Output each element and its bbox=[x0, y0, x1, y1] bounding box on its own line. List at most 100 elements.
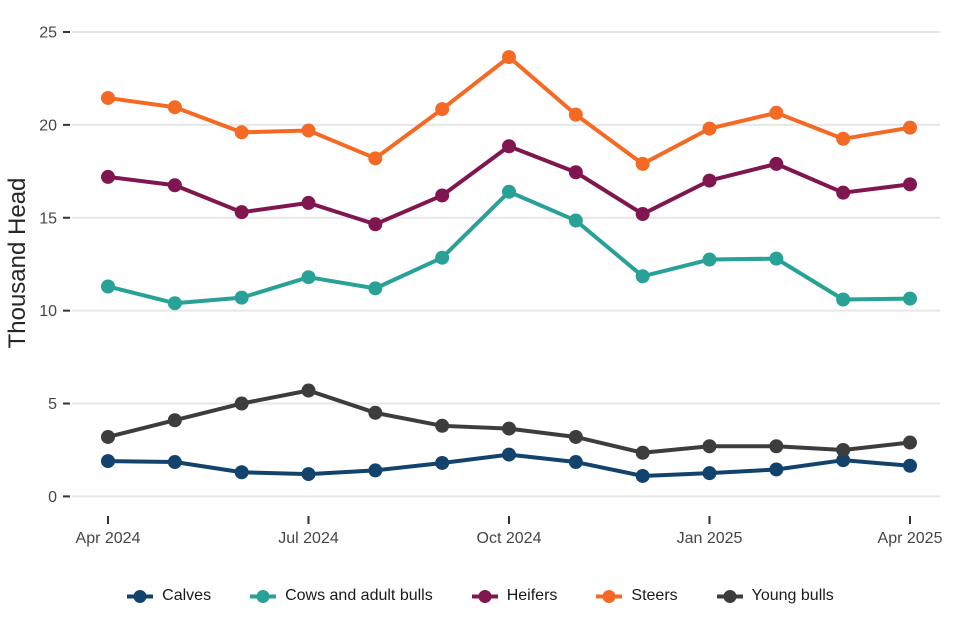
data-point-young-bulls bbox=[101, 429, 115, 444]
data-point-cows-and-adult-bulls bbox=[301, 270, 316, 285]
data-point-calves bbox=[435, 455, 450, 470]
legend-item-cows-and-adult-bulls: Cows and adult bulls bbox=[249, 587, 433, 605]
data-point-cows-and-adult-bulls bbox=[435, 250, 450, 265]
data-point-calves bbox=[635, 468, 650, 483]
data-point-heifers bbox=[167, 178, 182, 193]
data-point-young-bulls bbox=[635, 445, 650, 460]
data-point-young-bulls bbox=[301, 383, 316, 398]
legend-item-calves: Calves bbox=[126, 587, 211, 605]
legend-item-young-bulls: Young bulls bbox=[716, 587, 834, 605]
y-tick-label: 15 bbox=[39, 210, 57, 227]
data-point-calves bbox=[903, 458, 917, 473]
x-tick-label: Apr 2024 bbox=[76, 530, 141, 547]
data-point-calves bbox=[502, 447, 516, 462]
y-tick-label: 0 bbox=[48, 489, 57, 506]
legend-key-point bbox=[602, 589, 616, 603]
legend-key-point bbox=[256, 589, 270, 603]
data-point-cows-and-adult-bulls bbox=[101, 279, 115, 294]
data-point-heifers bbox=[635, 207, 650, 222]
data-point-young-bulls bbox=[769, 439, 784, 454]
data-point-heifers bbox=[234, 205, 249, 220]
data-point-cows-and-adult-bulls bbox=[635, 269, 650, 284]
data-point-steers bbox=[101, 90, 115, 105]
legend-key-point bbox=[478, 589, 492, 603]
data-point-heifers bbox=[903, 177, 917, 192]
data-point-young-bulls bbox=[435, 418, 450, 433]
data-point-steers bbox=[301, 123, 316, 138]
data-point-calves bbox=[769, 462, 784, 477]
data-point-cows-and-adult-bulls bbox=[167, 296, 182, 311]
data-point-cows-and-adult-bulls bbox=[234, 290, 249, 305]
data-point-heifers bbox=[702, 173, 717, 188]
legend-item-steers: Steers bbox=[595, 587, 678, 605]
legend-key-icon bbox=[127, 589, 154, 603]
legend-label: Young bulls bbox=[751, 587, 834, 604]
data-point-young-bulls bbox=[836, 442, 851, 457]
legend-key-icon bbox=[596, 589, 623, 603]
data-point-heifers bbox=[769, 156, 784, 171]
data-point-steers bbox=[903, 120, 917, 135]
data-point-young-bulls bbox=[903, 435, 917, 450]
legend-label: Steers bbox=[631, 587, 678, 604]
chart-plot-area: 0 5 10 15 20 25 Apr 2024 Jul 2024 Oct 2024 Jan 20… bbox=[39, 25, 942, 548]
data-point-steers bbox=[502, 50, 516, 65]
data-point-steers bbox=[836, 131, 851, 146]
data-point-steers bbox=[435, 102, 450, 117]
y-tick-label: 5 bbox=[48, 396, 57, 413]
chart-legend: Calves Cows and adult bulls Heifers Steers Y… bbox=[0, 587, 960, 605]
data-point-cows-and-adult-bulls bbox=[568, 213, 583, 228]
data-point-calves bbox=[568, 455, 583, 470]
data-point-cows-and-adult-bulls bbox=[502, 184, 516, 199]
data-point-cows-and-adult-bulls bbox=[702, 252, 717, 267]
legend-key-icon bbox=[250, 589, 277, 603]
data-point-cows-and-adult-bulls bbox=[836, 292, 851, 307]
data-point-calves bbox=[301, 467, 316, 482]
data-point-heifers bbox=[836, 185, 851, 200]
data-point-heifers bbox=[301, 195, 316, 210]
legend-key-point bbox=[723, 589, 737, 603]
data-point-heifers bbox=[368, 217, 383, 232]
data-point-young-bulls bbox=[368, 405, 383, 420]
line-chart: 0 5 10 15 20 25 Apr 2024 Jul 2024 Oct 2024 Jan 20… bbox=[4, 25, 943, 548]
y-tick-label: 10 bbox=[39, 303, 57, 320]
data-point-steers bbox=[368, 151, 383, 166]
data-point-steers bbox=[769, 105, 784, 120]
data-point-heifers bbox=[435, 188, 450, 203]
data-point-young-bulls bbox=[234, 396, 249, 411]
data-point-calves bbox=[101, 454, 115, 469]
y-axis-title: Thousand Head bbox=[4, 178, 31, 349]
data-point-cows-and-adult-bulls bbox=[769, 251, 784, 266]
x-tick-label: Jul 2024 bbox=[278, 530, 339, 547]
data-point-young-bulls bbox=[167, 413, 182, 428]
data-point-young-bulls bbox=[702, 439, 717, 454]
data-point-young-bulls bbox=[502, 421, 516, 436]
legend-label: Heifers bbox=[506, 587, 558, 604]
data-point-steers bbox=[702, 121, 717, 136]
data-point-heifers bbox=[502, 139, 516, 154]
data-point-heifers bbox=[101, 169, 115, 184]
legend-key-point bbox=[133, 589, 147, 603]
x-tick-label: Oct 2024 bbox=[477, 530, 542, 547]
data-point-steers bbox=[167, 100, 182, 115]
data-point-calves bbox=[234, 465, 249, 480]
data-point-calves bbox=[836, 453, 851, 468]
data-point-young-bulls bbox=[568, 429, 583, 444]
legend-item-heifers: Heifers bbox=[471, 587, 558, 605]
legend-label: Cows and adult bulls bbox=[285, 587, 433, 604]
data-point-cows-and-adult-bulls bbox=[903, 291, 917, 306]
x-tick-label: Jan 2025 bbox=[677, 530, 743, 547]
data-point-calves bbox=[368, 463, 383, 478]
data-point-steers bbox=[234, 125, 249, 140]
data-point-calves bbox=[167, 455, 182, 470]
y-tick-label: 20 bbox=[39, 117, 57, 134]
legend-key-icon bbox=[471, 589, 498, 603]
legend-label: Calves bbox=[162, 587, 212, 604]
data-point-steers bbox=[635, 156, 650, 171]
x-tick-label: Apr 2025 bbox=[878, 530, 943, 547]
data-point-steers bbox=[568, 107, 583, 122]
legend-key-icon bbox=[716, 589, 743, 603]
data-point-calves bbox=[702, 466, 717, 481]
y-tick-label: 25 bbox=[39, 25, 57, 42]
data-point-cows-and-adult-bulls bbox=[368, 281, 383, 296]
